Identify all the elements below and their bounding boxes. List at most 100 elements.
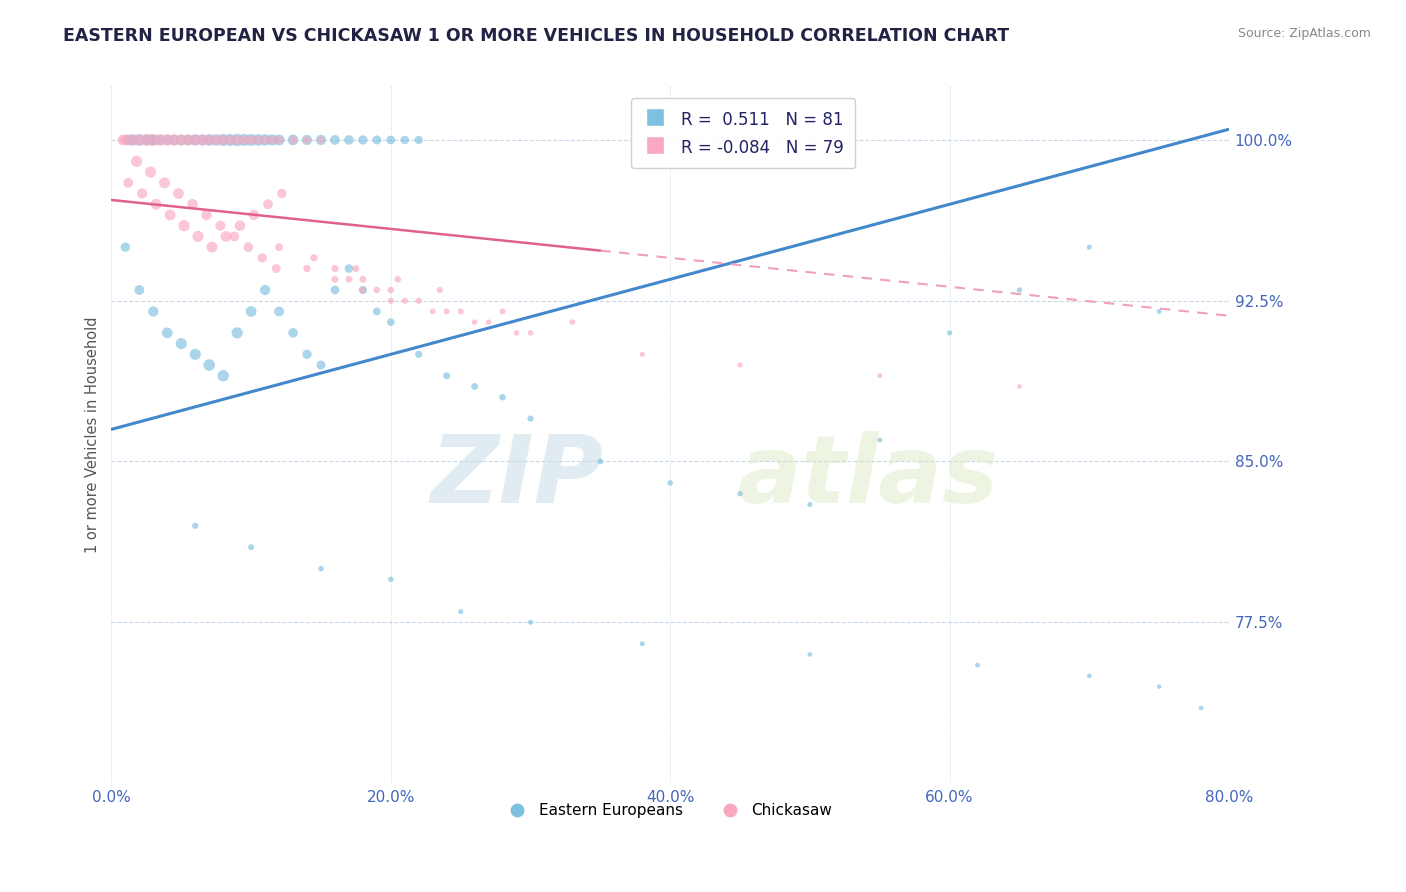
Point: [352, 283, 374, 297]
Point: [302, 251, 325, 265]
Point: [408, 347, 430, 361]
Point: [869, 368, 891, 383]
Point: [394, 293, 416, 308]
Point: [121, 133, 143, 147]
Point: [352, 133, 374, 147]
Point: [240, 304, 263, 318]
Point: [252, 251, 274, 265]
Point: [1147, 680, 1170, 694]
Point: [215, 229, 238, 244]
Point: [170, 336, 193, 351]
Point: [243, 208, 266, 222]
Point: [198, 133, 221, 147]
Point: [128, 133, 150, 147]
Point: [478, 315, 501, 329]
Point: [145, 133, 167, 147]
Point: [366, 133, 388, 147]
Y-axis label: 1 or more Vehicles in Household: 1 or more Vehicles in Household: [86, 317, 100, 553]
Point: [117, 176, 139, 190]
Point: [257, 197, 280, 211]
Point: [226, 133, 249, 147]
Point: [142, 133, 165, 147]
Point: [205, 133, 228, 147]
Point: [436, 304, 458, 318]
Point: [267, 240, 290, 254]
Point: [121, 133, 143, 147]
Point: [170, 133, 193, 147]
Point: [491, 304, 513, 318]
Point: [139, 165, 162, 179]
Point: [114, 133, 136, 147]
Point: [344, 261, 367, 276]
Point: [163, 133, 186, 147]
Point: [198, 358, 221, 372]
Point: [173, 219, 195, 233]
Point: [247, 133, 270, 147]
Point: [519, 326, 541, 340]
Point: [309, 133, 332, 147]
Point: [264, 261, 287, 276]
Point: [436, 368, 458, 383]
Point: [142, 133, 165, 147]
Point: [337, 261, 360, 276]
Point: [380, 315, 402, 329]
Point: [281, 326, 304, 340]
Point: [728, 358, 751, 372]
Point: [156, 133, 179, 147]
Point: [198, 133, 221, 147]
Point: [869, 433, 891, 447]
Point: [337, 272, 360, 286]
Point: [380, 283, 402, 297]
Point: [380, 293, 402, 308]
Point: [187, 229, 209, 244]
Point: [281, 133, 304, 147]
Point: [387, 272, 409, 286]
Point: [111, 133, 134, 147]
Point: [352, 272, 374, 286]
Point: [145, 197, 167, 211]
Point: [219, 133, 242, 147]
Point: [167, 186, 190, 201]
Point: [184, 347, 207, 361]
Point: [464, 315, 486, 329]
Text: ZIP: ZIP: [430, 431, 603, 523]
Point: [224, 229, 246, 244]
Point: [254, 133, 277, 147]
Point: [212, 133, 235, 147]
Point: [1189, 701, 1212, 715]
Point: [323, 261, 346, 276]
Point: [267, 133, 290, 147]
Point: [254, 133, 277, 147]
Point: [254, 283, 277, 297]
Point: [1078, 669, 1101, 683]
Point: [1147, 304, 1170, 318]
Point: [240, 133, 263, 147]
Point: [631, 347, 654, 361]
Point: [408, 293, 430, 308]
Point: [170, 133, 193, 147]
Point: [191, 133, 214, 147]
Point: [366, 304, 388, 318]
Point: [219, 133, 242, 147]
Point: [295, 133, 318, 147]
Point: [114, 240, 136, 254]
Point: [209, 219, 232, 233]
Point: [153, 176, 176, 190]
Text: Source: ZipAtlas.com: Source: ZipAtlas.com: [1237, 27, 1371, 40]
Point: [159, 208, 181, 222]
Point: [1008, 379, 1031, 393]
Point: [394, 133, 416, 147]
Point: [163, 133, 186, 147]
Point: [226, 326, 249, 340]
Point: [589, 454, 612, 468]
Point: [229, 219, 252, 233]
Text: EASTERN EUROPEAN VS CHICKASAW 1 OR MORE VEHICLES IN HOUSEHOLD CORRELATION CHART: EASTERN EUROPEAN VS CHICKASAW 1 OR MORE …: [63, 27, 1010, 45]
Point: [938, 326, 960, 340]
Point: [195, 208, 218, 222]
Point: [238, 240, 260, 254]
Point: [323, 272, 346, 286]
Point: [247, 133, 270, 147]
Point: [281, 133, 304, 147]
Point: [233, 133, 256, 147]
Point: [309, 133, 332, 147]
